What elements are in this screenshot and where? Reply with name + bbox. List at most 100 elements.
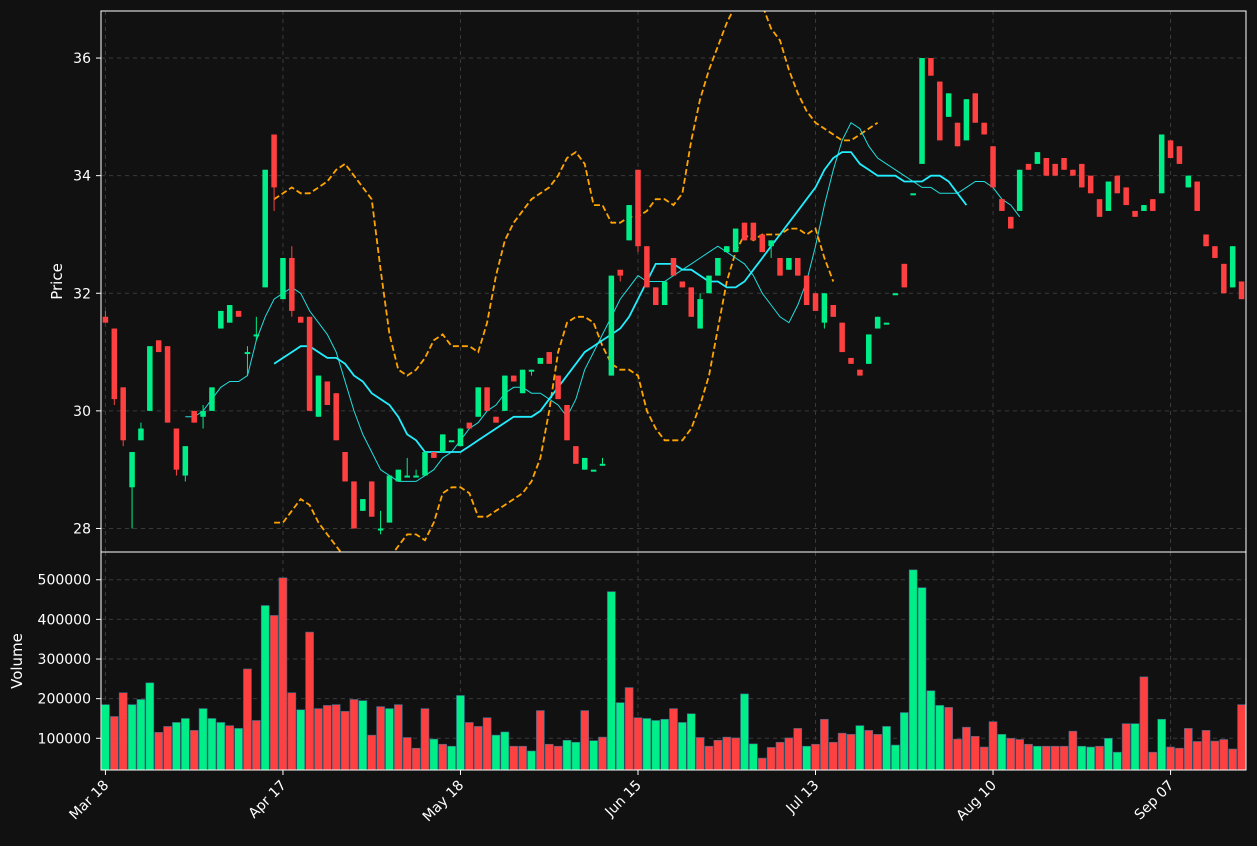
candle: [448, 440, 455, 443]
candle: [155, 340, 162, 353]
candle-body: [519, 369, 526, 394]
candle: [1238, 281, 1245, 300]
candle-body: [404, 475, 410, 478]
candle: [866, 334, 872, 364]
candle: [1016, 169, 1023, 211]
candle: [422, 452, 428, 476]
candle: [209, 387, 215, 411]
volume-bar: [811, 743, 820, 770]
volume-bar: [642, 718, 652, 770]
candle: [741, 222, 748, 241]
volume-bar: [1068, 730, 1078, 770]
volume-bar: [624, 687, 634, 770]
candle-body: [750, 222, 757, 241]
volume-bar: [944, 707, 953, 770]
candle: [1096, 199, 1103, 217]
candle-body: [910, 193, 916, 196]
volume-bar: [118, 692, 128, 770]
volume-bar: [553, 745, 563, 770]
volume-bar: [802, 745, 811, 770]
candle: [351, 481, 357, 529]
candle-body: [493, 416, 499, 423]
volume-bar: [615, 702, 625, 770]
volume-bar: [189, 730, 199, 770]
candle: [120, 387, 126, 447]
candle: [200, 404, 206, 429]
volume-bar: [127, 704, 137, 770]
candle: [297, 316, 304, 323]
candle-body: [475, 387, 481, 417]
volume-bar: [713, 739, 723, 770]
volume-bar: [820, 718, 829, 770]
volume-bar: [598, 736, 607, 770]
volume-bar: [305, 631, 314, 770]
candle-body: [1016, 169, 1023, 211]
candle-body: [1132, 210, 1138, 217]
volume-bar: [695, 737, 705, 770]
candle-body: [564, 404, 570, 441]
volume-bar: [970, 736, 980, 770]
candle: [537, 357, 544, 364]
moving-average-fast-line: [185, 121, 1021, 482]
volume-bar: [908, 569, 918, 770]
volume-bar: [429, 738, 439, 770]
volume-bar: [633, 717, 643, 770]
candle: [1150, 199, 1156, 211]
candle: [661, 281, 668, 306]
volume-tick-label: 400000: [38, 612, 91, 628]
candle: [1158, 134, 1165, 194]
candle-body: [724, 246, 730, 253]
volume-bar: [882, 726, 891, 770]
candle: [608, 275, 615, 376]
volume-bar: [757, 757, 767, 770]
candle-body: [839, 322, 845, 353]
candle-body: [155, 340, 162, 353]
candle-body: [1229, 246, 1236, 288]
candle: [289, 246, 295, 317]
volume-bar: [1006, 737, 1016, 770]
candle-body: [1158, 134, 1165, 194]
candle: [972, 93, 979, 123]
volume-bar: [722, 736, 732, 770]
volume-bar: [367, 734, 377, 770]
price-tick-label: 28: [73, 521, 91, 537]
candle: [626, 205, 632, 241]
candle: [590, 469, 597, 472]
candle-body: [1194, 181, 1200, 211]
candle-body: [866, 334, 872, 364]
volume-bar: [979, 746, 989, 770]
candle: [235, 310, 242, 317]
candle: [129, 452, 135, 529]
candle: [697, 293, 703, 329]
price-axis-label: Price: [48, 263, 66, 300]
volume-bar: [456, 695, 465, 770]
candle: [546, 352, 552, 364]
candle-body: [102, 316, 109, 323]
candle: [1008, 216, 1014, 229]
candle: [519, 369, 526, 394]
volume-bar: [766, 747, 776, 770]
volume-bar: [287, 692, 297, 770]
candle-body: [777, 257, 783, 276]
candle-body: [741, 222, 748, 241]
candle-body: [874, 316, 881, 329]
candle-body: [1052, 163, 1058, 176]
volume-bar: [1228, 748, 1237, 770]
candle-body: [715, 257, 721, 276]
volume-bar: [243, 668, 252, 770]
candle: [147, 346, 153, 411]
candle-body: [590, 469, 597, 472]
candle: [768, 240, 774, 258]
volume-bars-layer: [101, 569, 1246, 770]
candle-body: [945, 93, 952, 117]
volume-bar: [589, 740, 598, 770]
candle: [750, 222, 757, 241]
volume-bar: [385, 708, 394, 770]
candle-body: [919, 58, 925, 164]
candle: [706, 275, 712, 294]
candle: [599, 457, 606, 466]
candle-body: [892, 293, 899, 296]
candle-body: [999, 199, 1005, 211]
candle-body: [981, 122, 987, 135]
